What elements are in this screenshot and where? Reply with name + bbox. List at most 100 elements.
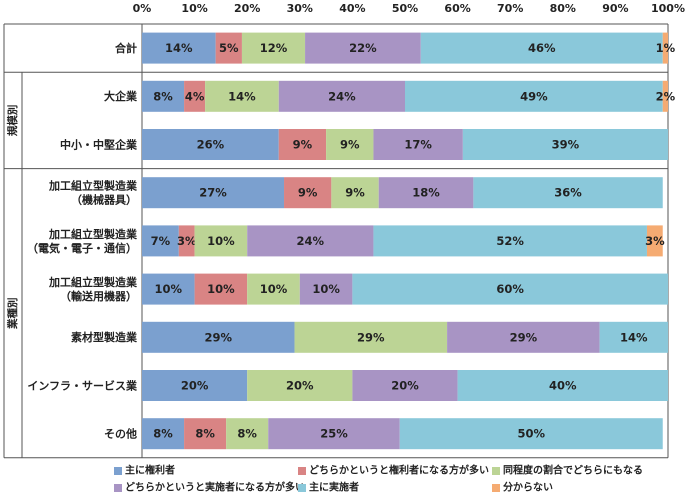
data-label: 20%: [181, 379, 209, 393]
x-tick-label: 0%: [133, 2, 152, 15]
bar-segment: [142, 273, 195, 305]
bar-segment: [299, 273, 353, 305]
data-label: 8%: [153, 89, 173, 103]
data-label: 29%: [357, 330, 385, 344]
x-tick-label: 40%: [339, 2, 365, 15]
x-tick-label: 20%: [234, 2, 260, 15]
x-tick-label: 100%: [651, 2, 685, 15]
data-label: 8%: [195, 427, 215, 441]
bars: 14% 5% 12% 22% 46% 1% 8% 4% 14% 24% 49% 2% 26% 9% 9% 17…: [142, 32, 676, 450]
data-label: 9%: [298, 186, 318, 200]
data-label: 9%: [293, 138, 313, 152]
data-label: 46%: [528, 41, 556, 55]
data-label: 22%: [349, 41, 377, 55]
legend-label: 主に実施者: [309, 481, 359, 494]
bar-segment: [662, 80, 668, 112]
data-label: 9%: [340, 138, 360, 152]
bar-segment: [247, 370, 353, 401]
bar-segment: [215, 32, 242, 64]
bar-segment: [194, 273, 248, 305]
bar-segment: [447, 321, 600, 353]
bar-segment: [142, 225, 179, 257]
data-label: 10%: [207, 282, 235, 296]
bar-segment: [646, 225, 663, 257]
bar-segment: [284, 177, 332, 209]
x-tick-label: 70%: [497, 2, 523, 15]
group-label: 規模別: [6, 105, 19, 136]
data-label: 8%: [237, 427, 257, 441]
data-label: 7%: [151, 234, 171, 248]
x-tick-label: 60%: [444, 2, 470, 15]
legend-swatch: [114, 484, 122, 492]
bar-segment: [142, 32, 216, 64]
bar-segment: [331, 177, 379, 209]
legend-swatch: [492, 484, 500, 492]
legend: 主に権利者 どちらかというと権利者になる方が多い 同程度の割合でどちらにもなるどちら…: [114, 464, 643, 494]
bar-segment: [142, 321, 295, 353]
bar-segment: [205, 80, 279, 112]
data-label: 20%: [286, 379, 314, 393]
bar-segment: [142, 418, 185, 450]
bar-segment: [294, 321, 448, 353]
bar-segment: [420, 32, 663, 64]
bar-segment: [599, 321, 668, 353]
data-label: 25%: [320, 427, 348, 441]
category-label: 加工組立型製造業（輸送用機器）: [48, 275, 138, 303]
group-label: 業種別: [6, 297, 19, 330]
bar-segment: [142, 370, 248, 401]
bar-segment: [184, 418, 227, 450]
bar-segment: [142, 177, 285, 209]
data-label: 39%: [552, 138, 580, 152]
data-label: 10%: [155, 282, 183, 296]
data-label: 52%: [496, 234, 524, 248]
data-label: 10%: [260, 282, 288, 296]
bar-segment: [194, 225, 248, 257]
data-label: 18%: [412, 186, 440, 200]
data-label: 27%: [199, 186, 227, 200]
bar-segment: [352, 273, 668, 305]
legend-label: 分からない: [503, 481, 553, 494]
data-label: 2%: [656, 89, 676, 103]
data-label: 10%: [207, 234, 235, 248]
legend-swatch: [298, 467, 306, 475]
bar-segment: [142, 129, 279, 160]
data-label: 14%: [228, 89, 256, 103]
data-label: 49%: [520, 89, 548, 103]
bar-segment: [378, 177, 474, 209]
bar-segment: [405, 80, 663, 112]
bar-segment: [247, 273, 300, 305]
category-label: 加工組立型製造業（機械器具）: [48, 179, 138, 207]
legend-label: 主に権利者: [125, 464, 175, 477]
data-label: 4%: [185, 89, 205, 103]
x-tick-label: 80%: [550, 2, 576, 15]
bar-segment: [178, 225, 195, 257]
data-label: 9%: [345, 186, 365, 200]
legend-swatch: [298, 484, 306, 492]
x-axis-tick-labels: 0% 10% 20% 30% 40% 50% 60% 70% 80% 90% 100%: [133, 2, 685, 15]
x-tick-label: 30%: [287, 2, 313, 15]
data-label: 10%: [312, 282, 340, 296]
bar-segment: [226, 418, 269, 450]
data-label: 5%: [219, 41, 239, 55]
bar-segment: [278, 80, 405, 112]
data-label: 3%: [645, 234, 665, 248]
bar-segment: [352, 370, 458, 401]
data-label: 60%: [496, 282, 524, 296]
bar-segment: [326, 129, 374, 160]
data-label: 24%: [328, 89, 356, 103]
bar-segment: [462, 129, 668, 160]
bar-segment: [247, 225, 374, 257]
data-label: 29%: [205, 330, 233, 344]
bar-segment: [278, 129, 327, 160]
data-label: 29%: [510, 330, 538, 344]
data-label: 50%: [517, 427, 545, 441]
x-tick-label: 10%: [181, 2, 207, 15]
data-label: 14%: [620, 330, 648, 344]
data-label: 8%: [153, 427, 173, 441]
bar-segment: [373, 225, 647, 257]
legend-label: どちらかというと実施者になる方が多い: [125, 481, 305, 494]
bar-segment: [373, 129, 463, 160]
legend-swatch: [114, 467, 122, 475]
